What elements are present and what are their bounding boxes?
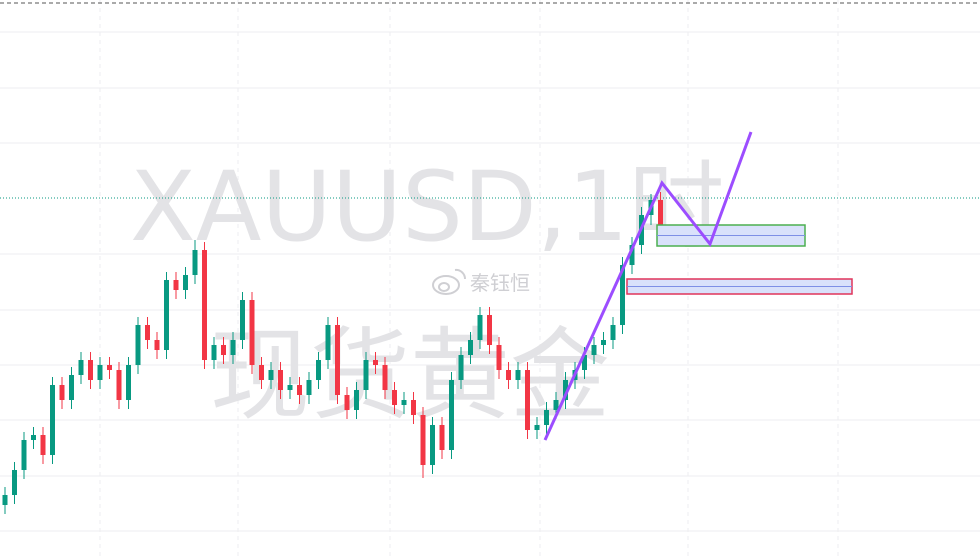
candle-body <box>420 415 426 465</box>
candle-body <box>344 395 350 410</box>
candle-body <box>610 325 616 340</box>
candle-body <box>126 365 131 400</box>
candle-body <box>88 360 93 380</box>
candle-body <box>173 280 179 290</box>
candle-body <box>382 365 388 390</box>
candle-body <box>335 325 340 395</box>
candle-body <box>31 435 36 440</box>
candle-body <box>316 360 321 380</box>
candle-body <box>496 345 502 370</box>
candle-body <box>401 400 407 405</box>
candle-body <box>145 325 150 340</box>
candle-body <box>21 440 27 470</box>
candle-body <box>525 370 530 430</box>
candle-body <box>287 385 293 390</box>
candle-body <box>192 250 198 275</box>
candle-body <box>515 370 521 380</box>
candle-body <box>230 340 236 355</box>
candle-body <box>363 360 369 390</box>
candle-body <box>591 345 597 355</box>
candle-body <box>430 425 435 465</box>
candle-body <box>50 385 55 455</box>
candle-body <box>40 435 46 455</box>
weibo-icon <box>432 268 467 295</box>
candle-body <box>506 370 511 380</box>
candle-body <box>629 245 635 265</box>
candle-body <box>620 265 625 325</box>
pattern-line <box>543 131 753 441</box>
candle-body <box>69 375 74 400</box>
candle-body <box>240 300 245 340</box>
candle-body <box>563 380 568 400</box>
candle-body <box>78 360 84 375</box>
candle-body <box>468 340 473 355</box>
candle-body <box>211 345 217 360</box>
candle-body <box>306 380 312 395</box>
candle-body <box>487 315 492 345</box>
candle-body <box>116 370 122 400</box>
candle-body <box>278 370 283 390</box>
candle-body <box>354 390 359 410</box>
candle-body <box>373 360 378 365</box>
candle-body <box>221 345 226 355</box>
watermark-title: XAUUSD,1时 <box>130 151 724 263</box>
watermark-author: 秦钰恒 <box>470 271 530 295</box>
candle-body <box>553 400 559 410</box>
candle-body <box>392 390 397 405</box>
candle-body <box>582 355 587 370</box>
candles <box>2 192 663 514</box>
candle-body <box>183 275 188 290</box>
candle-body <box>97 365 103 380</box>
candle-body <box>477 315 483 340</box>
watermark-subtitle: 现货黄金 <box>210 317 610 434</box>
candle-body <box>449 380 454 450</box>
candle-body <box>534 425 540 430</box>
candle-body <box>59 385 65 400</box>
candle-body <box>202 250 207 360</box>
candle-body <box>135 325 141 365</box>
candle-body <box>2 495 8 505</box>
candle-body <box>439 425 445 450</box>
candle-body <box>325 325 331 360</box>
candle-body <box>154 340 160 350</box>
candle-body <box>297 385 302 395</box>
candle-body <box>544 410 549 425</box>
candle-body <box>268 370 274 380</box>
candle-body <box>601 340 606 345</box>
candle-body <box>249 300 255 365</box>
candle-body <box>107 365 112 370</box>
candle-body <box>12 470 17 495</box>
candle-body <box>658 200 663 235</box>
candle-body <box>164 280 169 350</box>
candle-body <box>458 355 464 380</box>
candle-body <box>259 365 264 380</box>
candle-body <box>411 400 416 415</box>
